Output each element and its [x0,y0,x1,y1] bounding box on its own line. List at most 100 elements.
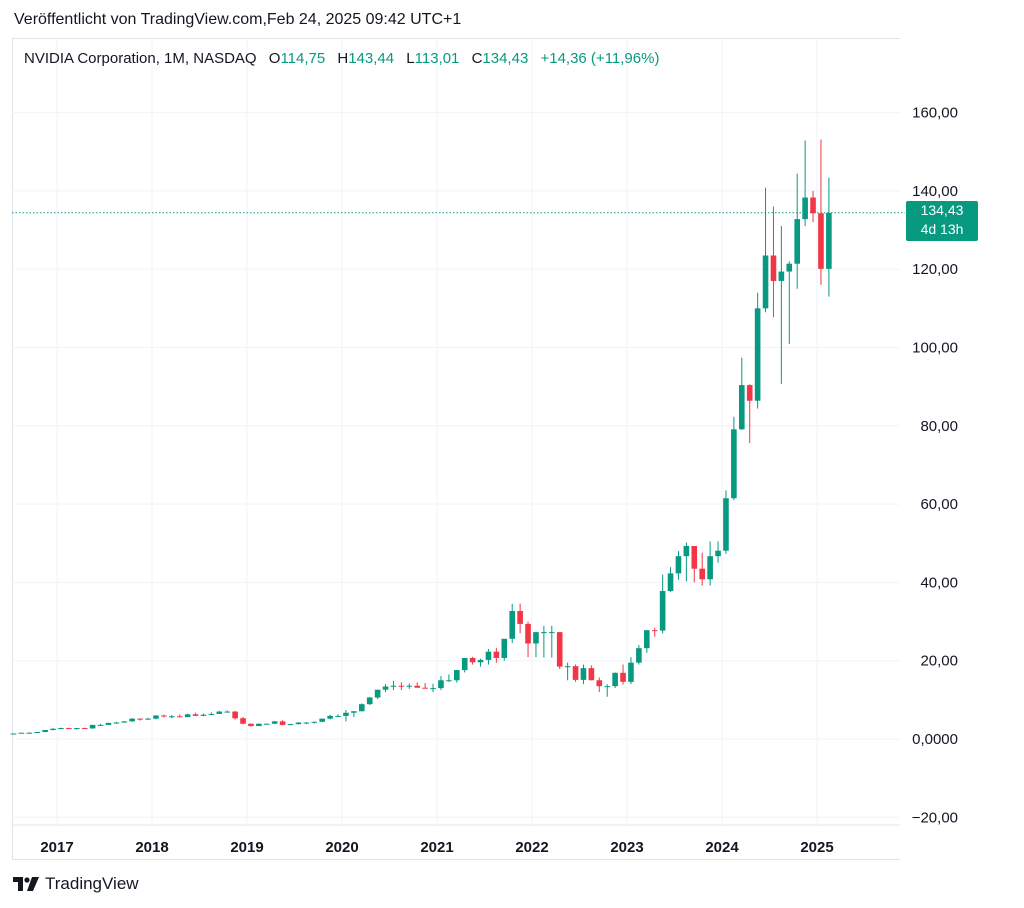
candle[interactable] [469,656,476,665]
candle[interactable] [382,684,389,693]
candle[interactable] [461,657,468,673]
candle[interactable] [612,672,618,689]
candle[interactable] [366,697,373,705]
candle[interactable] [477,658,484,667]
candle[interactable] [153,715,159,720]
candle[interactable] [453,670,460,683]
candle[interactable] [548,625,555,658]
candle[interactable] [509,603,516,644]
candle[interactable] [501,638,508,661]
candle[interactable] [818,139,824,285]
candle[interactable] [430,683,436,693]
candle[interactable] [271,720,278,725]
candle[interactable] [683,542,690,582]
candle[interactable] [643,630,650,653]
candle[interactable] [794,173,801,289]
candle[interactable] [517,603,523,634]
candle[interactable] [810,190,816,223]
candle[interactable] [446,674,452,682]
candle[interactable] [208,712,215,716]
candle[interactable] [50,728,56,731]
candle[interactable] [145,717,151,720]
candle[interactable] [667,567,674,593]
tradingview-footer[interactable]: TradingView [13,874,139,894]
candle[interactable] [351,711,357,718]
candle[interactable] [651,627,658,637]
candle[interactable] [802,140,808,227]
candle[interactable] [89,724,96,729]
candle[interactable] [675,551,682,580]
candle[interactable] [564,662,571,681]
candle[interactable] [778,226,785,384]
candle[interactable] [137,718,143,721]
candle[interactable] [636,645,642,665]
candle[interactable] [762,187,769,313]
candle[interactable] [572,664,579,682]
candle[interactable] [97,723,104,726]
candle[interactable] [263,723,270,725]
candle[interactable] [715,541,721,563]
candle[interactable] [358,703,365,712]
candle[interactable] [754,292,761,409]
candle[interactable] [731,416,737,501]
candle[interactable] [541,625,547,658]
candle[interactable] [335,714,341,718]
candle[interactable] [493,647,500,663]
candle[interactable] [18,732,25,734]
candle[interactable] [121,720,128,723]
candle[interactable] [81,727,88,730]
candle[interactable] [390,680,397,691]
candle[interactable] [113,721,120,724]
candle[interactable] [327,714,333,720]
candle[interactable] [129,718,136,722]
candle[interactable] [216,710,223,714]
candle[interactable] [485,648,492,665]
candle[interactable] [628,657,634,685]
candle[interactable] [73,728,80,730]
candle[interactable] [826,177,832,297]
candle[interactable] [343,710,349,722]
candle[interactable] [414,682,421,688]
candle[interactable] [438,675,444,691]
candle[interactable] [232,710,238,720]
candle[interactable] [746,384,753,444]
candle[interactable] [699,552,706,586]
candle[interactable] [192,712,199,716]
candle[interactable] [533,631,539,658]
candle[interactable] [691,545,698,583]
candle[interactable] [311,721,318,724]
candle[interactable] [588,665,595,681]
candle[interactable] [738,357,745,430]
candle[interactable] [42,729,48,733]
candle[interactable] [580,664,587,685]
candle[interactable] [406,683,413,689]
candle[interactable] [105,722,112,725]
candle[interactable] [168,715,175,719]
candle[interactable] [184,713,191,718]
candle[interactable] [786,261,793,344]
candle[interactable] [659,574,666,634]
candle[interactable] [200,713,207,717]
candle[interactable] [176,714,183,718]
candle[interactable] [34,731,41,734]
candle[interactable] [620,664,626,685]
candle[interactable] [374,689,381,700]
candle[interactable] [604,684,611,697]
candle[interactable] [256,723,262,727]
symbol-title[interactable]: NVIDIA Corporation, 1M, NASDAQ [24,50,257,67]
candle[interactable] [556,632,563,669]
candle[interactable] [10,733,17,735]
candle[interactable] [279,720,286,726]
candle[interactable] [58,727,64,730]
candle[interactable] [770,206,777,318]
candle[interactable] [525,621,531,658]
candle[interactable] [26,732,33,734]
candle[interactable] [596,677,603,693]
candle[interactable] [66,727,72,730]
candle[interactable] [240,717,246,725]
candle[interactable] [248,723,254,727]
candle[interactable] [422,683,428,689]
candle[interactable] [398,682,405,691]
candle[interactable] [707,541,713,586]
